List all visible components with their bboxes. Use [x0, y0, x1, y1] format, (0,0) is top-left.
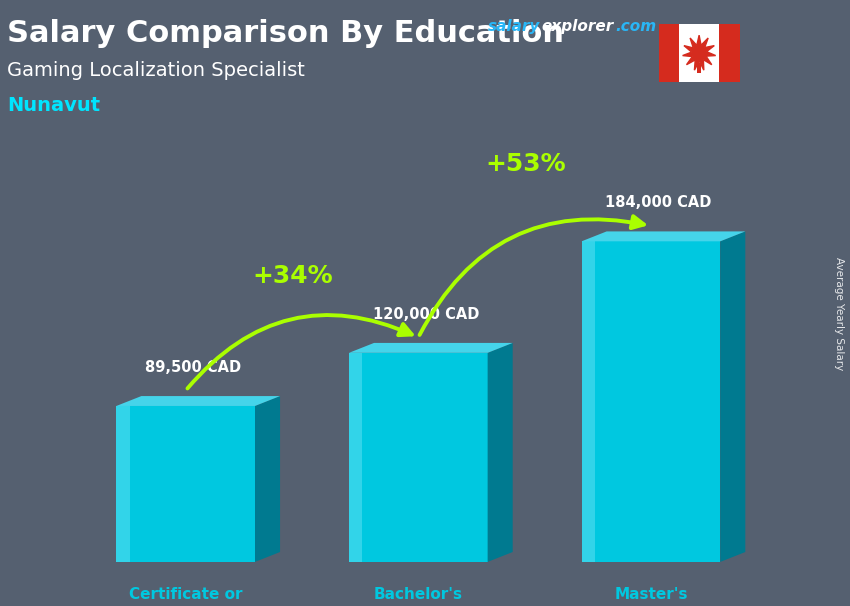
Bar: [697, 63, 701, 73]
Text: +34%: +34%: [252, 264, 333, 288]
Polygon shape: [581, 241, 595, 562]
Text: 89,500 CAD: 89,500 CAD: [145, 360, 241, 375]
Text: Nunavut: Nunavut: [7, 96, 100, 115]
Text: 184,000 CAD: 184,000 CAD: [605, 196, 711, 210]
Polygon shape: [349, 343, 513, 353]
Polygon shape: [683, 35, 716, 70]
Polygon shape: [581, 231, 745, 241]
Polygon shape: [581, 241, 720, 562]
Text: 120,000 CAD: 120,000 CAD: [372, 307, 479, 322]
Text: salary: salary: [488, 19, 540, 35]
Polygon shape: [116, 406, 130, 562]
Text: explorer: explorer: [541, 19, 614, 35]
Polygon shape: [116, 396, 280, 406]
Bar: [679, 24, 719, 82]
Text: Average Yearly Salary: Average Yearly Salary: [834, 258, 844, 371]
Text: Gaming Localization Specialist: Gaming Localization Specialist: [7, 61, 305, 79]
Polygon shape: [349, 353, 362, 562]
Text: Bachelor's
Degree: Bachelor's Degree: [374, 587, 462, 606]
Bar: [659, 24, 679, 82]
Polygon shape: [349, 353, 488, 562]
Polygon shape: [116, 406, 255, 562]
Text: Master's
Degree: Master's Degree: [615, 587, 688, 606]
Text: .com: .com: [615, 19, 657, 35]
Polygon shape: [488, 343, 513, 562]
Text: Certificate or
Diploma: Certificate or Diploma: [129, 587, 242, 606]
Polygon shape: [720, 231, 745, 562]
Text: Salary Comparison By Education: Salary Comparison By Education: [7, 19, 564, 48]
Bar: [719, 24, 740, 82]
Polygon shape: [255, 396, 280, 562]
Text: +53%: +53%: [485, 152, 566, 176]
